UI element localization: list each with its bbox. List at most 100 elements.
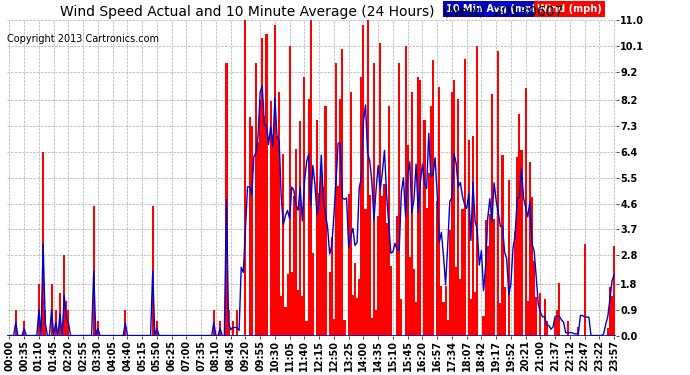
Bar bbox=[320, 170, 322, 336]
Bar bbox=[213, 310, 215, 336]
Bar bbox=[442, 302, 444, 336]
Bar bbox=[312, 253, 314, 336]
Bar bbox=[44, 310, 46, 336]
Bar bbox=[342, 49, 344, 336]
Bar bbox=[219, 321, 221, 336]
Bar bbox=[322, 186, 324, 336]
Bar bbox=[382, 196, 384, 336]
Bar bbox=[504, 287, 506, 336]
Bar bbox=[556, 310, 558, 336]
Bar bbox=[276, 136, 278, 336]
Bar bbox=[426, 208, 428, 336]
Bar bbox=[257, 142, 259, 336]
Bar bbox=[400, 299, 402, 336]
Bar bbox=[546, 321, 548, 336]
Bar bbox=[375, 310, 377, 336]
Bar bbox=[295, 149, 297, 336]
Bar bbox=[384, 184, 386, 336]
Bar bbox=[371, 318, 373, 336]
Bar bbox=[531, 197, 533, 336]
Bar bbox=[558, 283, 560, 336]
Bar bbox=[415, 302, 417, 336]
Bar bbox=[398, 63, 400, 336]
Bar bbox=[609, 287, 611, 336]
Text: Wind (mph): Wind (mph) bbox=[537, 4, 602, 13]
Bar bbox=[352, 295, 354, 336]
Bar bbox=[262, 38, 264, 336]
Bar bbox=[248, 117, 250, 336]
Bar bbox=[448, 230, 451, 336]
Bar bbox=[280, 296, 282, 336]
Bar bbox=[299, 121, 302, 336]
Bar bbox=[328, 272, 331, 336]
Bar bbox=[324, 106, 326, 336]
Bar bbox=[356, 298, 358, 336]
Bar bbox=[390, 266, 392, 336]
Bar bbox=[360, 77, 362, 336]
Bar bbox=[428, 173, 430, 336]
Bar bbox=[472, 136, 474, 336]
Bar bbox=[337, 186, 339, 336]
Bar bbox=[584, 244, 586, 336]
Bar bbox=[420, 80, 422, 336]
Bar bbox=[97, 321, 99, 336]
Bar bbox=[607, 328, 609, 336]
Bar bbox=[50, 284, 52, 336]
Bar bbox=[66, 301, 68, 336]
Bar bbox=[255, 63, 257, 336]
Bar bbox=[380, 43, 382, 336]
Bar bbox=[92, 206, 95, 336]
Bar bbox=[518, 114, 520, 336]
Bar bbox=[232, 321, 234, 336]
Text: Copyright 2013 Cartronics.com: Copyright 2013 Cartronics.com bbox=[7, 34, 159, 44]
Bar bbox=[282, 154, 284, 336]
Bar bbox=[266, 34, 268, 336]
Bar bbox=[364, 209, 366, 336]
Bar bbox=[613, 246, 615, 336]
Bar bbox=[502, 155, 504, 336]
Bar bbox=[455, 267, 457, 336]
Bar bbox=[290, 272, 293, 336]
Bar bbox=[386, 223, 388, 336]
Bar bbox=[59, 292, 61, 336]
Bar bbox=[272, 135, 274, 336]
Bar bbox=[554, 318, 556, 336]
Bar bbox=[14, 310, 17, 336]
Bar bbox=[228, 310, 230, 336]
Bar bbox=[417, 77, 420, 336]
Bar bbox=[297, 290, 299, 336]
Bar bbox=[226, 63, 228, 336]
Bar bbox=[486, 246, 489, 336]
Bar bbox=[302, 296, 304, 336]
Bar bbox=[124, 310, 126, 336]
Bar bbox=[250, 126, 253, 336]
Bar bbox=[526, 302, 529, 336]
Bar bbox=[288, 46, 290, 336]
Bar bbox=[335, 63, 337, 336]
Bar bbox=[497, 51, 500, 336]
Bar bbox=[55, 310, 57, 336]
Bar bbox=[244, 20, 246, 336]
Bar bbox=[377, 216, 380, 336]
Bar bbox=[482, 316, 484, 336]
Bar bbox=[270, 101, 272, 336]
Bar bbox=[274, 26, 276, 336]
Text: 10 Min Avg (mph): 10 Min Avg (mph) bbox=[446, 4, 543, 13]
Bar bbox=[306, 321, 308, 336]
Bar bbox=[460, 279, 462, 336]
Bar bbox=[373, 63, 375, 336]
Bar bbox=[533, 261, 535, 336]
Bar bbox=[318, 193, 320, 336]
Bar bbox=[529, 162, 531, 336]
Bar bbox=[348, 194, 350, 336]
Bar bbox=[413, 269, 415, 336]
Bar bbox=[430, 106, 432, 336]
Bar bbox=[68, 310, 70, 336]
Bar bbox=[566, 321, 569, 336]
Bar bbox=[484, 220, 486, 336]
Bar bbox=[284, 308, 286, 336]
Bar bbox=[453, 80, 455, 336]
Bar bbox=[451, 92, 453, 336]
Bar bbox=[310, 20, 312, 336]
Bar bbox=[293, 195, 295, 336]
